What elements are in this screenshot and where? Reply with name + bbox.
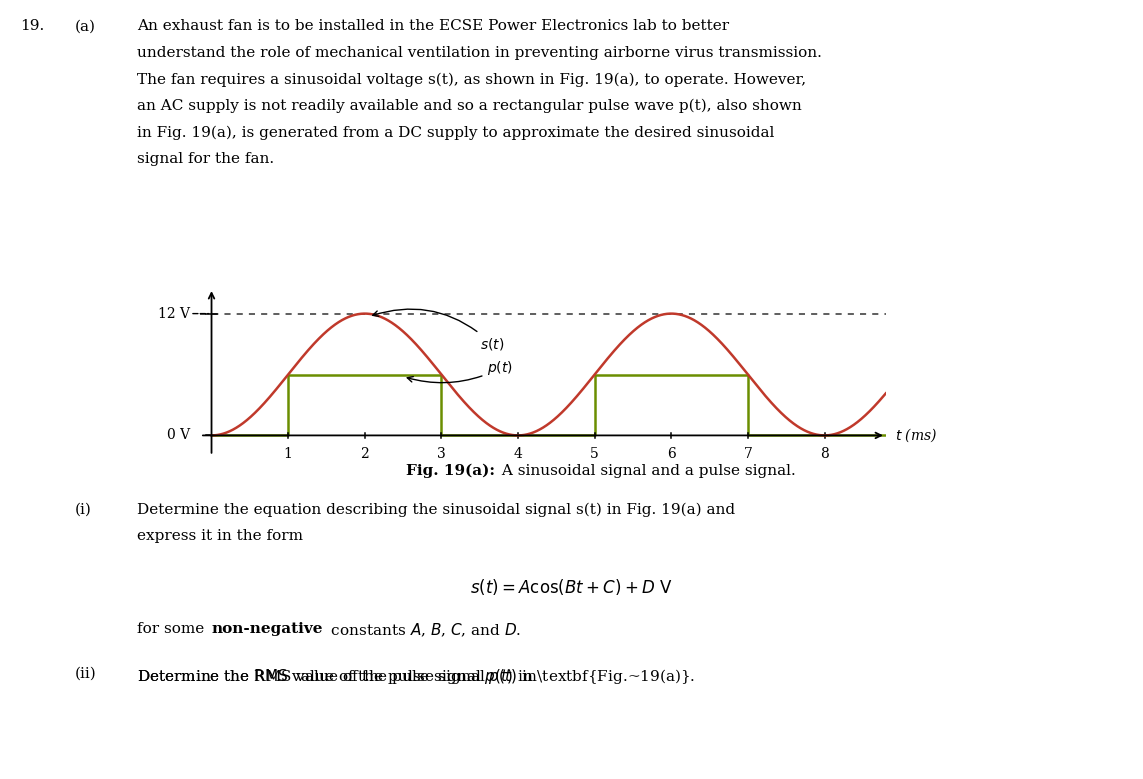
Text: Determine the equation describing the sinusoidal signal s(t) in Fig. 19(a) and: Determine the equation describing the si…	[137, 502, 735, 516]
Text: Determine the $\mathrm{RMS}$ value of the pulse signal $p(t)$ in \textbf{Fig.~19: Determine the $\mathrm{RMS}$ value of th…	[137, 667, 695, 686]
Text: A sinusoidal signal and a pulse signal.: A sinusoidal signal and a pulse signal.	[497, 464, 796, 478]
Text: (a): (a)	[74, 19, 95, 33]
Text: Determine the RMS value of the pulse signal $p(t)$ in: Determine the RMS value of the pulse sig…	[137, 667, 538, 686]
Text: 12 V: 12 V	[158, 307, 190, 321]
Text: express it in the form: express it in the form	[137, 529, 303, 543]
Text: constants $A$, $B$, $C$, and $D$.: constants $A$, $B$, $C$, and $D$.	[326, 622, 521, 639]
Text: $t$ (ms): $t$ (ms)	[895, 427, 937, 444]
Text: 5: 5	[590, 446, 599, 460]
Text: 4: 4	[513, 446, 522, 460]
Text: $p(t)$: $p(t)$	[407, 359, 513, 382]
Text: 3: 3	[437, 446, 446, 460]
Text: 1: 1	[283, 446, 293, 460]
Text: signal for the fan.: signal for the fan.	[137, 152, 274, 166]
Text: $s(t) = A\cos(Bt+C) + D\ \mathrm{V}$: $s(t) = A\cos(Bt+C) + D\ \mathrm{V}$	[470, 576, 673, 597]
Text: in Fig. 19(a), is generated from a DC supply to approximate the desired sinusoid: in Fig. 19(a), is generated from a DC su…	[137, 125, 775, 139]
Text: Fig. 19(a):: Fig. 19(a):	[406, 464, 495, 478]
Text: $s(t)$: $s(t)$	[373, 309, 504, 352]
Text: An exhaust fan is to be installed in the ECSE Power Electronics lab to better: An exhaust fan is to be installed in the…	[137, 19, 729, 33]
Text: The fan requires a sinusoidal voltage s(t), as shown in Fig. 19(a), to operate. : The fan requires a sinusoidal voltage s(…	[137, 72, 806, 86]
Text: non-negative: non-negative	[211, 622, 323, 636]
Text: 2: 2	[360, 446, 369, 460]
Text: for some: for some	[137, 622, 209, 636]
Text: (i): (i)	[74, 502, 91, 516]
Text: an AC supply is not readily available and so a rectangular pulse wave p(t), also: an AC supply is not readily available an…	[137, 99, 802, 113]
Text: (ii): (ii)	[74, 667, 96, 681]
Text: understand the role of mechanical ventilation in preventing airborne virus trans: understand the role of mechanical ventil…	[137, 46, 822, 60]
Text: 7: 7	[743, 446, 752, 460]
Text: 8: 8	[821, 446, 829, 460]
Text: 6: 6	[666, 446, 676, 460]
Text: 19.: 19.	[21, 19, 45, 33]
Text: 0 V: 0 V	[167, 428, 190, 442]
